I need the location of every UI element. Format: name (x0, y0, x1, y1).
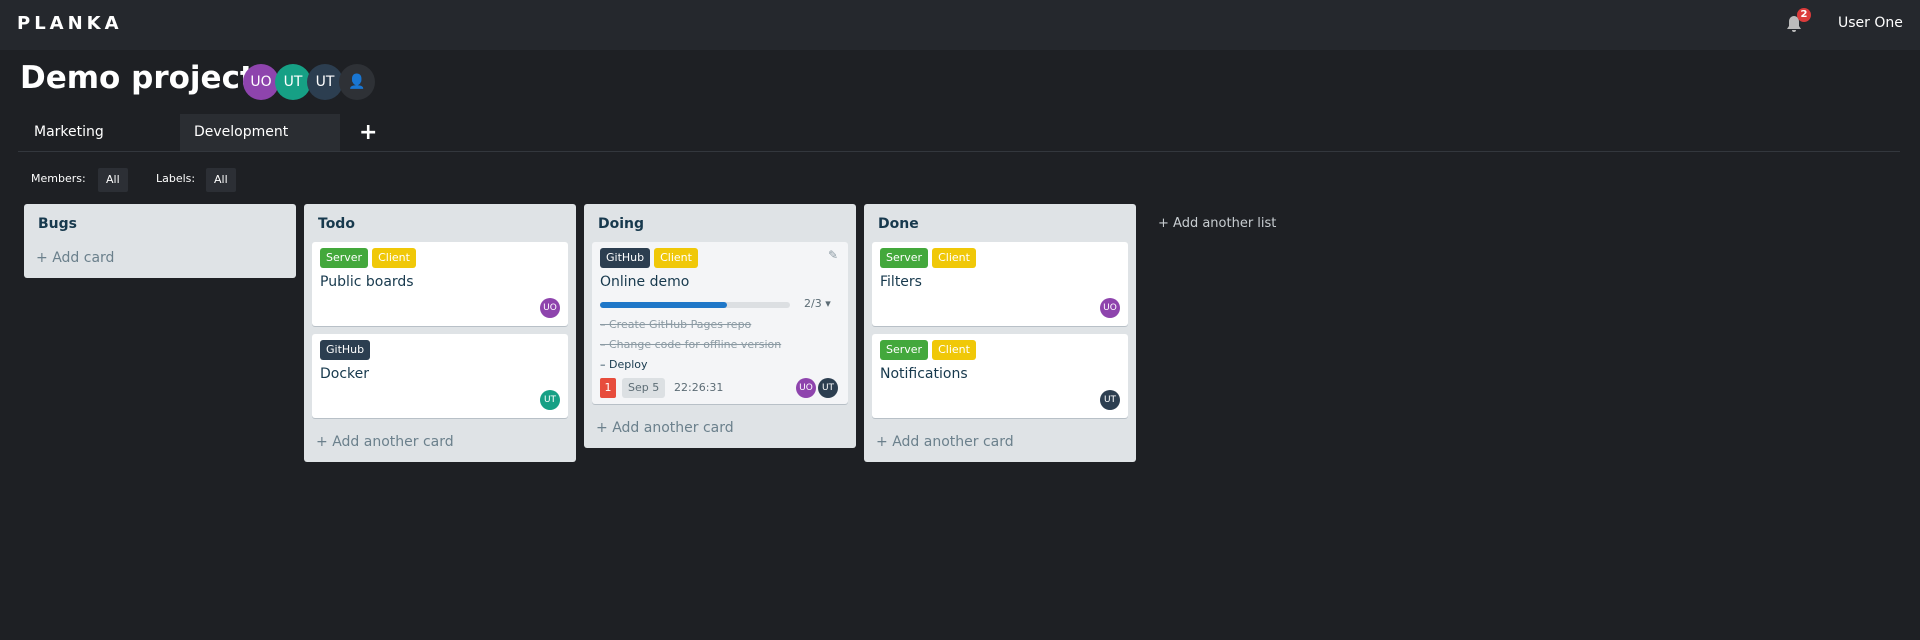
plus-icon: + (876, 434, 893, 450)
avatar: UT (818, 378, 838, 398)
task-item[interactable]: – Change code for offline version (600, 338, 782, 351)
avatar: UO (796, 378, 816, 398)
plus-icon: + (36, 250, 53, 266)
label-server: Server (880, 248, 929, 268)
add-card-button[interactable]: + Add another card (316, 434, 454, 450)
avatar[interactable]: UT (275, 64, 311, 100)
page-title: Demo project (20, 60, 255, 96)
list-bugs: Bugs + Add card (24, 204, 296, 278)
add-card-button[interactable]: + Add another card (876, 434, 1014, 450)
avatar: UT (540, 390, 560, 410)
notification-badge: 2 (1797, 8, 1811, 22)
add-card-button[interactable]: + Add card (36, 250, 115, 266)
card-title: Notifications (880, 366, 968, 382)
card[interactable]: GitHub Client ✎ Online demo 2/3 ▾ – Creat… (592, 242, 848, 404)
avatar: UT (1100, 390, 1120, 410)
members-filter-button[interactable]: All (98, 168, 128, 192)
list-title[interactable]: Bugs (38, 216, 77, 232)
add-list-button[interactable]: + Add another list (1158, 216, 1277, 231)
avatar: UO (1100, 298, 1120, 318)
add-user-icon: 👤 (348, 74, 366, 90)
logo[interactable]: PLANKA (17, 13, 123, 34)
user-menu[interactable]: User One (1838, 15, 1903, 31)
label-client: Client (932, 340, 976, 360)
label-github: GitHub (600, 248, 651, 268)
list-title[interactable]: Todo (318, 216, 355, 232)
avatar[interactable]: UO (243, 64, 279, 100)
list-title[interactable]: Done (878, 216, 919, 232)
label-client: Client (932, 248, 976, 268)
list-title[interactable]: Doing (598, 216, 645, 232)
task-item[interactable]: – Deploy (600, 358, 648, 371)
progress-fill (600, 302, 728, 308)
card[interactable]: Server Client Notifications UT (872, 334, 1128, 418)
card[interactable]: Server Client Filters UO (872, 242, 1128, 326)
comments-badge: 1 (600, 378, 616, 398)
card[interactable]: Server Client Public boards UO (312, 242, 568, 326)
label-github: GitHub (320, 340, 371, 360)
labels-filter-label: Labels: (156, 172, 196, 185)
add-member-button[interactable]: 👤 (339, 64, 375, 100)
due-date: Sep 5 (622, 378, 666, 398)
label-server: Server (320, 248, 369, 268)
plus-icon: + (596, 420, 613, 436)
list-todo: Todo Server Client Public boards UO GitHu… (304, 204, 576, 462)
task-item[interactable]: – Create GitHub Pages repo (600, 318, 752, 331)
card-title: Filters (880, 274, 922, 290)
card-title: Public boards (320, 274, 414, 290)
tab-marketing[interactable]: Marketing (34, 124, 104, 140)
divider (18, 151, 1900, 152)
tab-development[interactable]: Development (180, 114, 340, 151)
list-done: Done Server Client Filters UO Server Clien… (864, 204, 1136, 462)
label-client: Client (654, 248, 698, 268)
card-title: Online demo (600, 274, 690, 290)
top-bar: PLANKA 2 User One (0, 0, 1920, 50)
card[interactable]: GitHub Docker UT (312, 334, 568, 418)
label-server: Server (880, 340, 929, 360)
tasks-toggle[interactable]: 2/3 ▾ (804, 297, 831, 310)
edit-pencil-icon[interactable]: ✎ (828, 248, 839, 262)
members-filter-label: Members: (31, 172, 86, 185)
label-client: Client (372, 248, 416, 268)
avatar[interactable]: UT (307, 64, 343, 100)
add-card-button[interactable]: + Add another card (596, 420, 734, 436)
add-board-button[interactable]: + (359, 120, 378, 145)
bell-icon[interactable] (1787, 16, 1801, 32)
progress-bar (600, 302, 790, 308)
avatar: UO (540, 298, 560, 318)
plus-icon: + (1158, 216, 1174, 231)
timer[interactable]: 22:26:31 (674, 381, 724, 394)
list-doing: Doing GitHub Client ✎ Online demo 2/3 ▾ –… (584, 204, 856, 448)
labels-filter-button[interactable]: All (206, 168, 236, 192)
plus-icon: + (316, 434, 333, 450)
card-title: Docker (320, 366, 370, 382)
